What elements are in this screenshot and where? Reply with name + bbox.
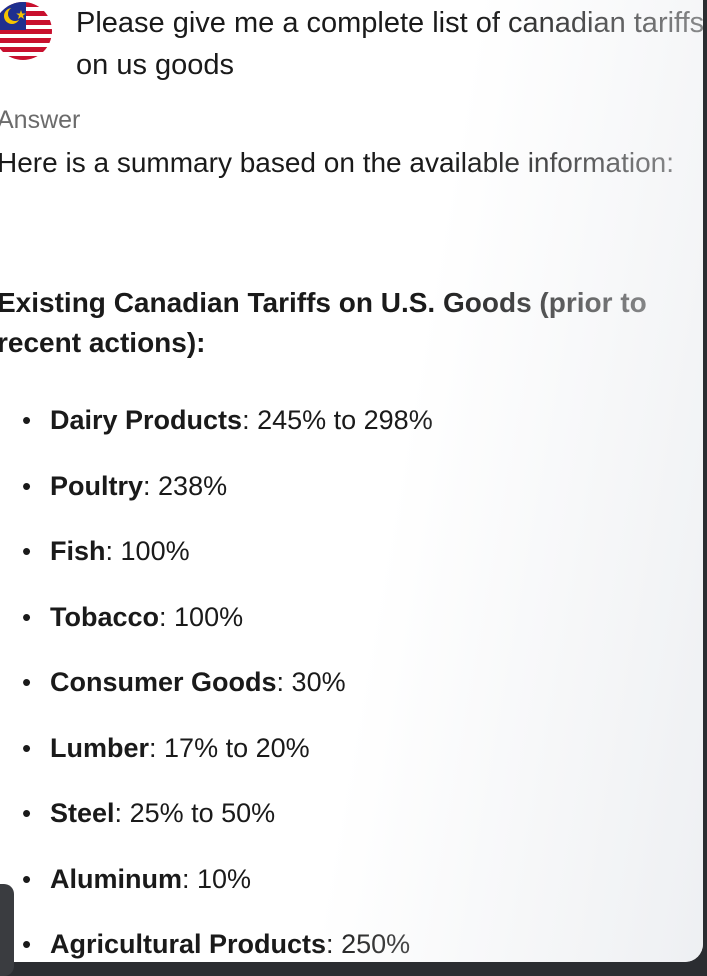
section-heading: Existing Canadian Tariffs on U.S. Goods … [0,287,647,358]
item-separator: : [276,667,292,697]
item-rate: 100% [120,536,190,566]
item-name: Tobacco [50,601,160,632]
item-rate: 100% [174,601,244,632]
bullet-icon: • [22,798,32,828]
item-rate: 30% [291,667,346,697]
item-name: Fish [50,536,106,566]
item-separator: : [242,405,258,435]
bullet-icon: • [22,929,32,959]
item-rate: 245% to 298% [257,405,433,435]
item-name: Steel [50,798,115,828]
item-name: Poultry [50,470,144,501]
flag-icon [0,2,52,60]
item-rate: 17% to 20% [164,732,310,763]
item-separator: : [326,929,342,959]
side-panel-tab[interactable] [0,884,14,976]
bullet-icon: • [22,405,32,435]
bullet-icon: • [22,863,32,894]
item-name: Aluminum [50,863,182,894]
question-text: Please give me a complete list of canadi… [76,7,703,81]
item-rate: 250% [341,929,411,959]
item-rate: 238% [158,470,228,501]
answer-label: Answer [0,106,81,134]
item-name: Lumber [50,732,150,763]
bullet-icon: • [22,667,32,697]
item-separator: : [182,863,198,894]
item-separator: : [105,536,121,566]
item-name: Agricultural Products [50,929,327,959]
item-separator: : [149,732,165,763]
item-name: Consumer Goods [50,667,277,697]
item-separator: : [114,798,130,828]
item-separator: : [159,601,175,632]
item-separator: : [143,470,159,501]
answer-intro: Here is a summary based on the available… [0,147,675,178]
item-rate: 25% to 50% [129,798,276,828]
bullet-icon: • [22,601,32,632]
bullet-icon: • [22,470,32,501]
item-name: Dairy Products [50,405,243,435]
item-rate: 10% [197,863,252,894]
bullet-icon: • [22,536,32,566]
bullet-icon: • [22,732,32,763]
